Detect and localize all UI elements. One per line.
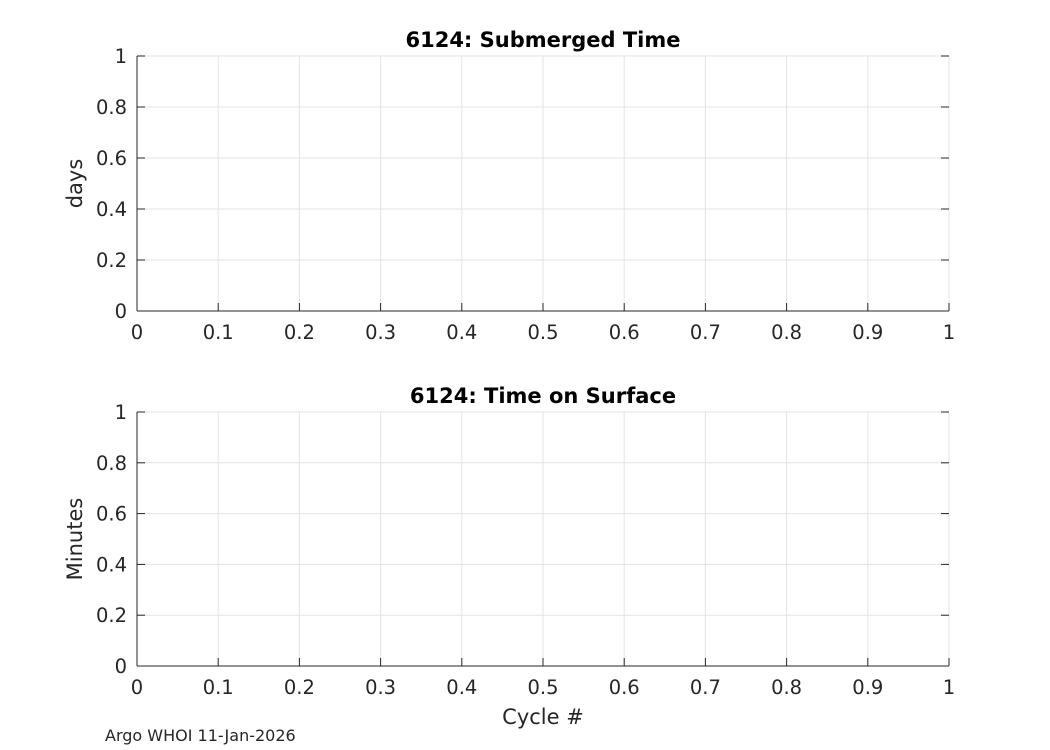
surface-time-panel: 0 0.1 0.2 0.3 0.4 0.5 0.6 0.7 0.8 0.9 1 0 0.2 0.4 0.6 0… (63, 384, 955, 729)
submerged-x-tick-label: 1 (943, 321, 955, 344)
submerged-x-tick-label: 0 (131, 321, 143, 344)
surface-x-tick-label: 1 (943, 676, 955, 699)
surface-y-tick-label: 0.4 (96, 553, 127, 576)
submerged-x-tick-label: 0.8 (771, 321, 802, 344)
surface-x-tick-label: 0.1 (203, 676, 234, 699)
submerged-y-tick-label: 0.2 (96, 249, 127, 272)
submerged-x-tick-label: 0.7 (690, 321, 721, 344)
submerged-x-tick-label: 0.1 (203, 321, 234, 344)
surface-y-axis-label: Minutes (63, 498, 87, 581)
submerged-x-tick-label: 0.5 (527, 321, 558, 344)
submerged-y-tick-label: 1 (115, 45, 127, 68)
surface-x-tick-label: 0.2 (284, 676, 315, 699)
footer-credit: Argo WHOI 11-Jan-2026 (105, 726, 296, 745)
surface-y-tick-label: 0.2 (96, 604, 127, 627)
surface-x-tick-label: 0 (131, 676, 143, 699)
submerged-x-tick-label: 0.6 (609, 321, 640, 344)
surface-x-tick-label: 0.7 (690, 676, 721, 699)
submerged-y-tick-label: 0 (115, 300, 127, 323)
surface-x-tick-label: 0.9 (852, 676, 883, 699)
surface-x-tick-label: 0.5 (527, 676, 558, 699)
submerged-x-tick-label: 0.9 (852, 321, 883, 344)
surface-x-tick-label: 0.6 (609, 676, 640, 699)
submerged-time-panel: 0 0.1 0.2 0.3 0.4 0.5 0.6 0.7 0.8 0.9 1 0 0.2 0.4 0.6 0… (63, 28, 955, 344)
submerged-y-tick-label: 0.6 (96, 147, 127, 170)
surface-x-axis-label: Cycle # (502, 705, 584, 729)
submerged-x-tick-label: 0.4 (446, 321, 477, 344)
surface-chart-title: 6124: Time on Surface (410, 384, 676, 408)
submerged-x-tick-label: 0.2 (284, 321, 315, 344)
surface-y-tick-label: 1 (115, 401, 127, 424)
submerged-y-tick-label: 0.8 (96, 96, 127, 119)
surface-x-tick-label: 0.3 (365, 676, 396, 699)
surface-x-tick-label: 0.4 (446, 676, 477, 699)
surface-x-tick-label: 0.8 (771, 676, 802, 699)
surface-y-tick-label: 0.6 (96, 503, 127, 526)
surface-y-tick-label: 0.8 (96, 452, 127, 475)
submerged-x-tick-label: 0.3 (365, 321, 396, 344)
submerged-y-axis-label: days (63, 159, 87, 209)
submerged-y-tick-label: 0.4 (96, 198, 127, 221)
submerged-chart-title: 6124: Submerged Time (405, 28, 680, 52)
surface-y-tick-label: 0 (115, 655, 127, 678)
